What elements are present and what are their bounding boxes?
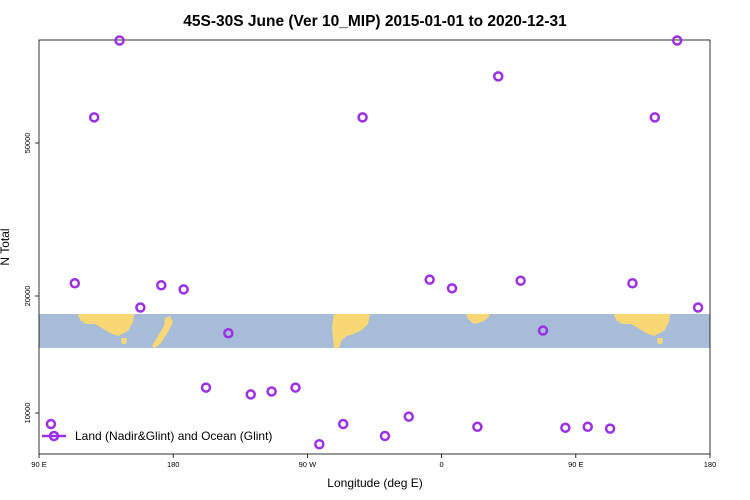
legend: Land (Nadir&Glint) and Ocean (Glint) — [42, 429, 272, 443]
x-tick-label: 180 — [167, 460, 180, 469]
land-tasmania-1 — [121, 338, 127, 344]
ocean-area — [39, 314, 710, 348]
data-point — [604, 423, 616, 434]
y-tick-label: 20000 — [23, 286, 32, 307]
data-point — [314, 438, 325, 450]
x-tick-label: 90 E — [568, 460, 583, 469]
data-point — [627, 278, 638, 289]
y-axis-label: N Total — [0, 228, 12, 265]
land-africa — [466, 314, 490, 324]
data-point — [266, 386, 277, 397]
data-point — [223, 327, 234, 339]
data-point — [403, 411, 415, 422]
land-south-america — [332, 314, 370, 348]
y-tick-label: 50000 — [23, 133, 32, 154]
data-point — [379, 430, 391, 442]
data-point — [692, 302, 704, 313]
data-point — [446, 283, 458, 294]
plot-frame — [38, 39, 711, 455]
data-point — [290, 382, 301, 393]
legend-marker — [48, 430, 60, 442]
land-australia-1 — [78, 314, 134, 336]
data-point — [582, 421, 593, 433]
x-axis: 90 E 180 90 W 0 90 E 180 — [31, 454, 716, 469]
x-tick-label: 90 W — [299, 460, 317, 469]
land-areas — [78, 314, 670, 348]
data-point — [515, 275, 526, 286]
x-tick-label: 90 E — [31, 460, 46, 469]
data-point — [69, 278, 81, 289]
data-point — [337, 418, 349, 430]
legend-entry: Land (Nadir&Glint) and Ocean (Glint) — [75, 429, 272, 443]
data-point — [245, 389, 256, 400]
x-tick-label: 0 — [440, 460, 444, 469]
land-australia-2 — [614, 314, 670, 336]
data-point — [472, 421, 483, 433]
chart-title: 45S-30S June (Ver 10_MIP) 2015-01-01 to … — [183, 13, 567, 30]
data-point — [45, 418, 57, 430]
data-point — [200, 382, 212, 393]
x-axis-label: Longitude (deg E) — [327, 476, 422, 490]
land-new-zealand-1 — [152, 316, 173, 348]
world-map-band — [39, 314, 710, 348]
data-point — [560, 422, 571, 433]
data-point — [493, 71, 504, 82]
data-point — [135, 302, 146, 313]
y-axis: 10000 20000 50000 — [23, 133, 39, 424]
data-point — [178, 284, 189, 295]
data-point — [671, 35, 683, 46]
data-point — [537, 325, 549, 336]
x-tick-label: 180 — [704, 460, 717, 469]
data-points — [45, 35, 704, 450]
data-point — [88, 112, 100, 123]
data-point — [649, 112, 661, 123]
land-tasmania-2 — [657, 338, 663, 344]
data-point — [424, 274, 435, 285]
data-point — [114, 35, 125, 46]
data-point — [156, 280, 167, 291]
y-tick-label: 10000 — [23, 403, 32, 424]
data-point — [357, 112, 368, 123]
